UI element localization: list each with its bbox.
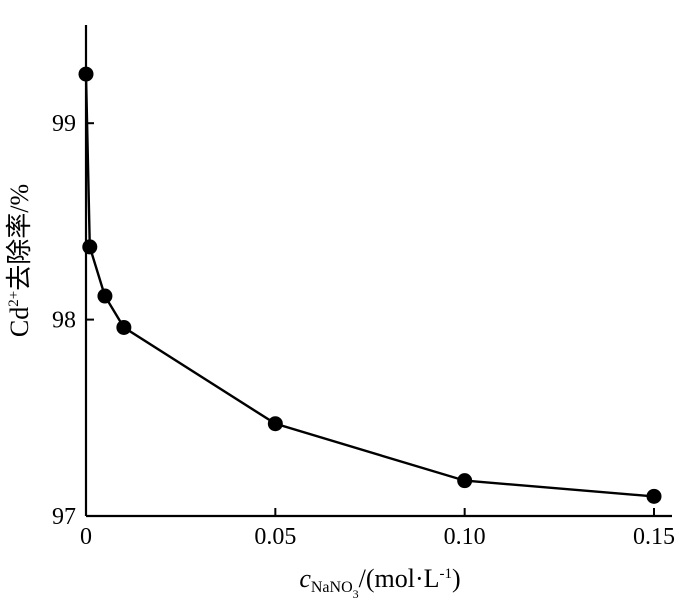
x-tick-label: 0: [80, 524, 92, 550]
y-tick-label: 99: [52, 111, 76, 137]
x-axis-label-close: ): [452, 564, 461, 593]
data-point: [267, 416, 283, 432]
y-tick-label: 97: [52, 504, 76, 530]
x-axis-label-units: /(mol·L: [359, 564, 440, 593]
data-point: [78, 66, 94, 82]
x-axis-label-subscript: NaNO: [311, 579, 353, 596]
x-axis-label-sup: -1: [440, 566, 453, 582]
y-axis-label-main: Cd: [5, 307, 34, 337]
y-tick-label: 98: [52, 308, 76, 334]
series-line: [84, 74, 655, 498]
data-point: [646, 488, 662, 504]
x-axis-label: cNaNO3/(mol·L-1): [299, 564, 460, 601]
y-ticks: 97 98 99: [52, 111, 94, 530]
data-point: [97, 288, 113, 304]
data-point: [82, 239, 98, 255]
y-axis-label: Cd2+去除率/%: [5, 184, 34, 337]
x-ticks: 0 0.05 0.10 0.15: [80, 508, 675, 550]
axes: [84, 25, 672, 518]
y-axis-label-sup: 2+: [6, 291, 22, 307]
data-point: [116, 319, 132, 335]
y-axis-label-rest: 去除率/%: [5, 184, 34, 291]
x-axis-label-subscript2: 3: [353, 587, 359, 601]
x-tick-label: 0.15: [633, 524, 675, 550]
x-tick-label: 0.05: [254, 524, 296, 550]
data-point: [457, 473, 473, 489]
x-axis-label-italic: c: [299, 564, 311, 593]
series: [78, 66, 662, 504]
x-tick-label: 0.10: [444, 524, 486, 550]
